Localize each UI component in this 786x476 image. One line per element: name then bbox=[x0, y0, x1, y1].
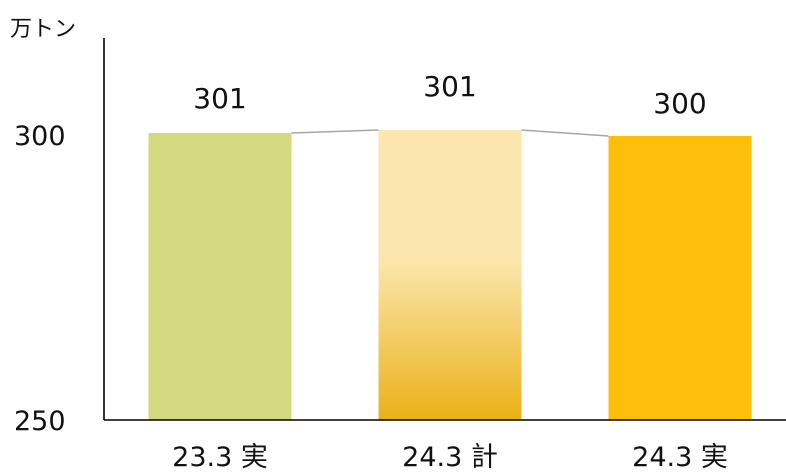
data-label-2: 301 bbox=[423, 70, 476, 103]
bars-layer bbox=[148, 130, 752, 420]
bar-2 bbox=[378, 130, 522, 420]
data-label-1: 301 bbox=[193, 82, 246, 115]
category-labels-layer: 23.3 実 24.3 計 24.3 実 bbox=[172, 442, 728, 473]
y-tick-labels-layer: 250 300 bbox=[14, 121, 66, 437]
bar-1 bbox=[148, 133, 292, 420]
connector-line-1 bbox=[291, 129, 379, 134]
connector-line-2 bbox=[521, 129, 609, 137]
category-label-2: 24.3 計 bbox=[402, 442, 498, 473]
y-axis-unit-label: 万トン bbox=[10, 17, 76, 42]
bar-3 bbox=[608, 136, 752, 420]
y-tick-label-300: 300 bbox=[14, 121, 66, 152]
category-label-3: 24.3 実 bbox=[632, 442, 728, 473]
data-labels-layer: 301 301 300 bbox=[193, 70, 706, 120]
data-label-3: 300 bbox=[653, 87, 706, 120]
connectors-layer bbox=[291, 129, 609, 137]
y-tick-label-250: 250 bbox=[14, 406, 66, 437]
category-label-1: 23.3 実 bbox=[172, 442, 268, 473]
